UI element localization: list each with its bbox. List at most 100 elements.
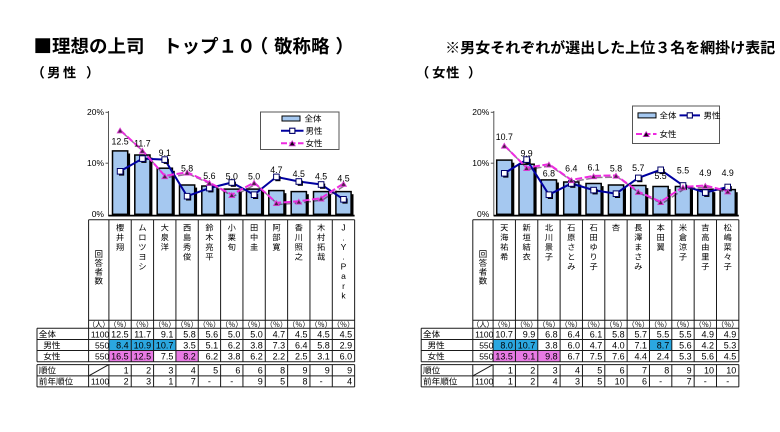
svg-text:4.0: 4.0 — [612, 340, 625, 350]
svg-text:k: k — [341, 291, 346, 301]
svg-text:7.6: 7.6 — [612, 352, 625, 362]
svg-text:4.9: 4.9 — [701, 329, 714, 339]
svg-text:5: 5 — [280, 377, 285, 387]
svg-text:5.0: 5.0 — [250, 329, 263, 339]
svg-text:2: 2 — [124, 377, 129, 387]
svg-text:2: 2 — [530, 365, 535, 375]
svg-text:-: - — [659, 377, 662, 387]
svg-text:7.5: 7.5 — [590, 352, 603, 362]
svg-text:6.2: 6.2 — [228, 340, 241, 350]
svg-text:-: - — [704, 377, 707, 387]
svg-text:1: 1 — [124, 365, 129, 375]
svg-text:a: a — [341, 271, 346, 281]
svg-text:4.7: 4.7 — [273, 329, 286, 339]
svg-text:5: 5 — [597, 365, 602, 375]
svg-text:1100: 1100 — [91, 329, 110, 339]
svg-text:4.9: 4.9 — [724, 329, 737, 339]
svg-text:550: 550 — [479, 352, 493, 362]
svg-text:5.3: 5.3 — [724, 340, 737, 350]
svg-text:12.5: 12.5 — [112, 137, 129, 147]
svg-text:7: 7 — [191, 377, 196, 387]
svg-text:Y: Y — [341, 242, 347, 252]
svg-text:5.8: 5.8 — [610, 164, 622, 174]
svg-text:7: 7 — [687, 377, 692, 387]
svg-text:6: 6 — [642, 377, 647, 387]
svg-text:5.7: 5.7 — [634, 329, 647, 339]
svg-text:16.5: 16.5 — [111, 352, 129, 362]
svg-text:3.8: 3.8 — [250, 340, 263, 350]
svg-text:2.5: 2.5 — [295, 352, 308, 362]
svg-text:2.4: 2.4 — [657, 352, 670, 362]
svg-text:6.8: 6.8 — [545, 329, 558, 339]
svg-text:4.9: 4.9 — [699, 168, 711, 178]
svg-text:5.7: 5.7 — [632, 163, 644, 173]
svg-text:12.5: 12.5 — [134, 352, 152, 362]
svg-text:3: 3 — [146, 377, 151, 387]
svg-text:10.9: 10.9 — [134, 340, 152, 350]
svg-text:6.7: 6.7 — [567, 352, 580, 362]
svg-text:8.0: 8.0 — [500, 340, 513, 350]
svg-text:1: 1 — [168, 377, 173, 387]
svg-text:10.7: 10.7 — [496, 132, 513, 142]
svg-text:4.7: 4.7 — [590, 340, 603, 350]
svg-text:8.2: 8.2 — [183, 352, 196, 362]
svg-text:550: 550 — [479, 340, 493, 350]
svg-text:5.5: 5.5 — [679, 329, 692, 339]
svg-text:-: - — [726, 377, 729, 387]
svg-text:10: 10 — [615, 377, 625, 387]
svg-text:7.3: 7.3 — [273, 340, 286, 350]
svg-text:1100: 1100 — [475, 329, 494, 339]
svg-text:1100: 1100 — [91, 377, 110, 387]
svg-text:5.0: 5.0 — [228, 329, 241, 339]
svg-text:.: . — [342, 252, 344, 262]
svg-text:5.6: 5.6 — [679, 340, 692, 350]
svg-text:J: J — [341, 223, 345, 233]
svg-text:9: 9 — [302, 365, 307, 375]
svg-text:-: - — [320, 377, 323, 387]
svg-text:6.2: 6.2 — [206, 352, 219, 362]
svg-text:6.0: 6.0 — [567, 340, 580, 350]
svg-text:6: 6 — [620, 365, 625, 375]
svg-text:9.1: 9.1 — [161, 329, 174, 339]
svg-text:2.2: 2.2 — [273, 352, 286, 362]
svg-text:9: 9 — [258, 377, 263, 387]
svg-text:20%: 20% — [472, 107, 489, 117]
svg-text:2: 2 — [146, 365, 151, 375]
svg-text:550: 550 — [95, 352, 109, 362]
svg-text:P: P — [341, 261, 347, 271]
svg-text:8: 8 — [280, 365, 285, 375]
svg-text:6.8: 6.8 — [543, 168, 555, 178]
svg-text:4.5: 4.5 — [337, 174, 349, 184]
svg-text:9.1: 9.1 — [523, 352, 536, 362]
svg-text:1: 1 — [508, 365, 513, 375]
svg-text:4.5: 4.5 — [293, 169, 305, 179]
svg-text:5.6: 5.6 — [203, 171, 215, 181]
svg-text:6.1: 6.1 — [590, 329, 603, 339]
svg-text:8.4: 8.4 — [116, 340, 129, 350]
svg-text:5.5: 5.5 — [654, 171, 666, 181]
svg-text:6.4: 6.4 — [567, 329, 580, 339]
svg-text:5.8: 5.8 — [612, 329, 625, 339]
svg-text:10: 10 — [726, 365, 736, 375]
svg-text:4: 4 — [553, 377, 558, 387]
svg-text:4.5: 4.5 — [340, 329, 353, 339]
svg-text:5.0: 5.0 — [248, 172, 260, 182]
svg-text:9.8: 9.8 — [545, 352, 558, 362]
svg-text:8: 8 — [664, 365, 669, 375]
svg-text:6.1: 6.1 — [587, 162, 599, 172]
svg-text:5.8: 5.8 — [317, 340, 330, 350]
svg-text:9.9: 9.9 — [523, 329, 536, 339]
svg-text:6: 6 — [235, 365, 240, 375]
svg-text:9: 9 — [347, 365, 352, 375]
svg-text:9: 9 — [687, 365, 692, 375]
svg-text:4: 4 — [191, 365, 196, 375]
svg-text:3.8: 3.8 — [545, 340, 558, 350]
svg-text:10%: 10% — [472, 158, 489, 168]
svg-text:4.4: 4.4 — [634, 352, 647, 362]
svg-text:5: 5 — [597, 377, 602, 387]
svg-text:0%: 0% — [92, 209, 105, 219]
svg-text:5.6: 5.6 — [701, 352, 714, 362]
svg-text:5.0: 5.0 — [226, 172, 238, 182]
svg-text:4.9: 4.9 — [722, 168, 734, 178]
svg-text:13.5: 13.5 — [495, 352, 513, 362]
